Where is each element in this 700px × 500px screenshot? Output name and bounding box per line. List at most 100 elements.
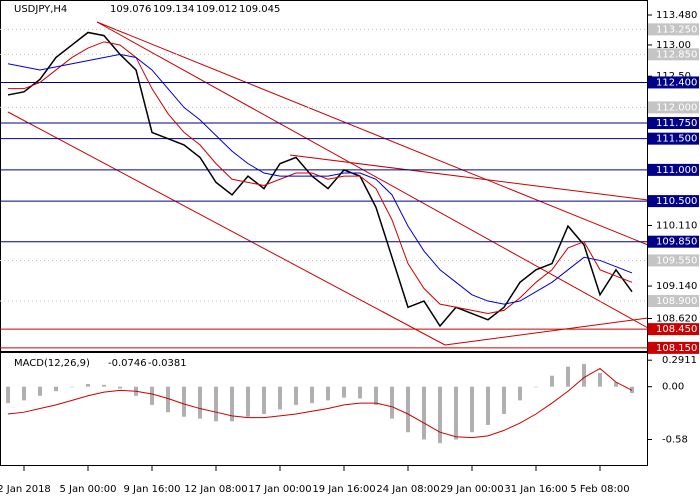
macd-bar bbox=[70, 386, 74, 388]
x-tick-label: 12 Jan 08:00 bbox=[184, 484, 247, 495]
level-tag bbox=[648, 163, 699, 176]
level-tag bbox=[648, 76, 699, 89]
macd-bar bbox=[582, 363, 586, 387]
macd-bar bbox=[598, 373, 602, 387]
macd-bar bbox=[502, 386, 506, 415]
macd-bar bbox=[326, 386, 330, 401]
y-tick-label: 108.620 bbox=[656, 314, 697, 325]
macd-bar bbox=[486, 386, 490, 425]
x-tick-label: 2 Jan 2018 bbox=[0, 484, 51, 495]
macd-bar bbox=[198, 386, 202, 419]
macd-title: MACD(12,26,9) bbox=[14, 358, 90, 369]
y-tick-label: -0.58 bbox=[662, 435, 688, 446]
macd-bar bbox=[230, 386, 234, 422]
level-label: 108.900 bbox=[656, 296, 697, 307]
x-tick-label: 24 Jan 08:00 bbox=[376, 484, 439, 495]
macd-bar bbox=[214, 386, 218, 422]
y-tick-label: 109.140 bbox=[656, 281, 697, 292]
level-label: 113.250 bbox=[656, 24, 697, 35]
level-tag bbox=[648, 23, 699, 36]
x-tick-label: 17 Jan 00:00 bbox=[248, 484, 311, 495]
macd-bar bbox=[38, 386, 42, 396]
macd-bar bbox=[102, 384, 106, 387]
level-label: 108.150 bbox=[656, 343, 697, 354]
macd-bar bbox=[550, 375, 554, 387]
y-tick-label: 113.00 bbox=[656, 40, 691, 51]
macd-bar bbox=[454, 386, 458, 440]
x-tick-label: 31 Jan 16:00 bbox=[504, 484, 567, 495]
level-label: 110.500 bbox=[656, 196, 697, 207]
y-tick-label: 113.480 bbox=[656, 10, 697, 21]
macd-bar bbox=[614, 382, 618, 387]
trend-lines bbox=[7, 21, 649, 346]
y-tick-label: 110.110 bbox=[656, 220, 697, 231]
level-tag bbox=[648, 323, 699, 336]
trend-line bbox=[96, 21, 649, 329]
trend-line bbox=[289, 154, 649, 201]
x-tick-label: 5 Jan 00:00 bbox=[60, 484, 117, 495]
ohlc-value: 109.134 bbox=[153, 4, 194, 15]
macd-bar bbox=[422, 386, 426, 440]
macd-bar bbox=[534, 386, 538, 388]
macd-bar bbox=[438, 386, 442, 444]
x-tick-label: 5 Feb 08:00 bbox=[570, 484, 629, 495]
macd-bar bbox=[118, 386, 122, 389]
level-tag bbox=[648, 235, 699, 248]
level-tag bbox=[648, 295, 699, 308]
x-tick-label: 9 Jan 16:00 bbox=[124, 484, 181, 495]
macd-bar bbox=[150, 386, 154, 405]
macd-bar bbox=[6, 386, 10, 404]
x-tick-label: 19 Jan 16:00 bbox=[312, 484, 375, 495]
ohlc-value: 109.012 bbox=[196, 4, 237, 15]
ohlc-value: 109.045 bbox=[239, 4, 280, 15]
price-line bbox=[7, 53, 633, 305]
macd-bar bbox=[182, 386, 186, 417]
macd-bar bbox=[406, 386, 410, 433]
trend-line bbox=[96, 21, 649, 246]
macd-reading: -0.0381 bbox=[148, 358, 187, 369]
level-tag bbox=[648, 195, 699, 208]
level-label: 112.400 bbox=[656, 77, 697, 88]
level-tag bbox=[648, 341, 699, 354]
main-frame bbox=[0, 0, 648, 352]
level-tag bbox=[648, 101, 699, 114]
macd-bar bbox=[342, 386, 346, 398]
macd-bar bbox=[278, 386, 282, 410]
signal-line bbox=[7, 367, 633, 439]
macd-bar bbox=[310, 386, 314, 404]
y-tick-label: 0.00 bbox=[662, 382, 684, 393]
macd-bar bbox=[358, 386, 362, 399]
level-tag bbox=[648, 117, 699, 130]
macd-bar bbox=[166, 386, 170, 413]
macd-bar bbox=[518, 386, 522, 401]
level-tag bbox=[648, 48, 699, 61]
macd-bar bbox=[22, 386, 26, 401]
macd-bar bbox=[54, 386, 58, 392]
level-label: 109.850 bbox=[656, 237, 697, 248]
level-tag bbox=[648, 254, 699, 267]
macd-reading: -0.0746 bbox=[108, 358, 147, 369]
x-tick-label: 29 Jan 00:00 bbox=[440, 484, 503, 495]
level-label: 112.000 bbox=[656, 102, 697, 113]
macd-frame bbox=[0, 352, 648, 466]
macd-bar bbox=[262, 386, 266, 415]
macd-bar bbox=[390, 386, 394, 419]
level-label: 111.750 bbox=[656, 118, 697, 129]
macd-bar bbox=[566, 366, 570, 387]
level-label: 112.850 bbox=[656, 49, 697, 60]
price-line bbox=[7, 31, 633, 328]
level-label: 108.450 bbox=[656, 324, 697, 335]
macd-bar bbox=[470, 386, 474, 433]
level-label: 109.550 bbox=[656, 255, 697, 266]
trend-line bbox=[7, 111, 446, 346]
macd-bar bbox=[294, 386, 298, 405]
y-tick-label: 0.2911 bbox=[662, 355, 697, 366]
level-label: 111.500 bbox=[656, 134, 697, 145]
macd-bar bbox=[86, 383, 90, 387]
symbol: USDJPY,H4 bbox=[14, 4, 67, 15]
trend-line bbox=[444, 317, 649, 346]
level-label: 111.000 bbox=[656, 165, 697, 176]
macd-bar bbox=[246, 386, 250, 417]
